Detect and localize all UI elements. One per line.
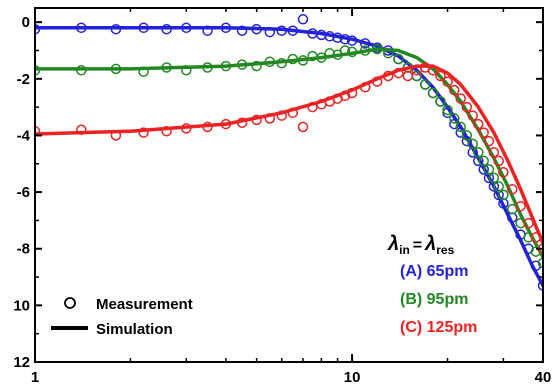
measurement-point — [473, 118, 484, 130]
series-a-label: (A) 65pm — [400, 263, 468, 280]
simulation-line — [35, 47, 543, 259]
simulation-line — [35, 64, 543, 245]
lambda-in-subscript: in — [399, 243, 410, 257]
legend-measurement-label: Measurement — [96, 296, 193, 313]
lambda-in-symbol: λ — [387, 233, 399, 255]
y-tick-label: 12 — [13, 354, 30, 371]
measurement-point — [537, 257, 543, 269]
measurement-point — [473, 147, 484, 158]
plot-frame — [34, 7, 544, 363]
measurement-point — [461, 101, 473, 113]
measurement-point — [455, 121, 466, 133]
measurement-point — [467, 138, 478, 150]
measurement-point — [515, 200, 526, 212]
measurement-point — [442, 104, 453, 116]
measurement-point — [478, 155, 489, 167]
lambda-res-symbol: λ — [424, 233, 436, 255]
y-tick-label: 10 — [13, 297, 30, 314]
annotation-text: λin = λres — [387, 233, 455, 257]
measurement-point — [393, 53, 404, 65]
legend-simulation-label: Simulation — [96, 321, 173, 338]
measurement-point — [537, 280, 543, 291]
measurement-point — [435, 96, 446, 107]
series-layer — [35, 14, 543, 291]
series-c-label: (C) 125pm — [400, 319, 477, 336]
measurement-point — [478, 127, 489, 138]
lambda-equals: = — [413, 237, 422, 254]
measurement-point — [442, 76, 453, 87]
measurement-point — [161, 125, 172, 137]
y-tick-label: -4 — [17, 127, 31, 144]
measurement-point — [427, 87, 439, 99]
measurement-point — [493, 155, 504, 167]
measurement-point — [507, 183, 518, 195]
measurement-point — [461, 130, 473, 141]
measurement-point — [483, 135, 495, 147]
x-tick-label: 10 — [344, 369, 361, 386]
measurement-point — [488, 147, 500, 158]
y-tick-label: -6 — [17, 184, 30, 201]
x-tick-label: 1 — [31, 369, 39, 386]
measurement-point — [236, 25, 248, 36]
simulation-line — [35, 26, 543, 288]
series-0 — [35, 14, 543, 291]
lambda-annotation: λin = λres (A) 65pm (B) 95pm (C) 125pm — [387, 233, 477, 336]
measurement-point — [35, 125, 41, 137]
measurement-point — [467, 110, 478, 121]
legend-measurement-marker — [64, 297, 76, 309]
measurement-point — [449, 113, 460, 124]
x-tick-label: 40 — [535, 369, 552, 386]
measurement-point — [138, 127, 149, 138]
measurement-point — [449, 84, 460, 96]
measurement-point — [297, 121, 309, 133]
measurement-point — [498, 167, 509, 178]
legend: Measurement Simulation — [51, 296, 193, 338]
measurement-point — [297, 14, 309, 25]
lambda-res-subscript: res — [436, 243, 454, 257]
axis-layer: 0 -2 -4 -6 -8 10 121 10 40 — [13, 7, 552, 386]
y-tick-label: -2 — [17, 71, 30, 88]
measurement-point — [251, 60, 262, 72]
measurement-point — [455, 93, 466, 104]
y-tick-label: 0 — [22, 14, 30, 31]
y-tick-label: -8 — [17, 241, 30, 258]
measurement-point — [402, 70, 414, 82]
measurement-point — [419, 79, 431, 90]
measurement-point — [488, 172, 500, 184]
measurement-point — [483, 164, 495, 175]
measurement-point — [493, 181, 504, 192]
series-2 — [35, 62, 543, 254]
series-b-label: (B) 95pm — [400, 291, 468, 308]
measurement-point — [498, 189, 509, 201]
